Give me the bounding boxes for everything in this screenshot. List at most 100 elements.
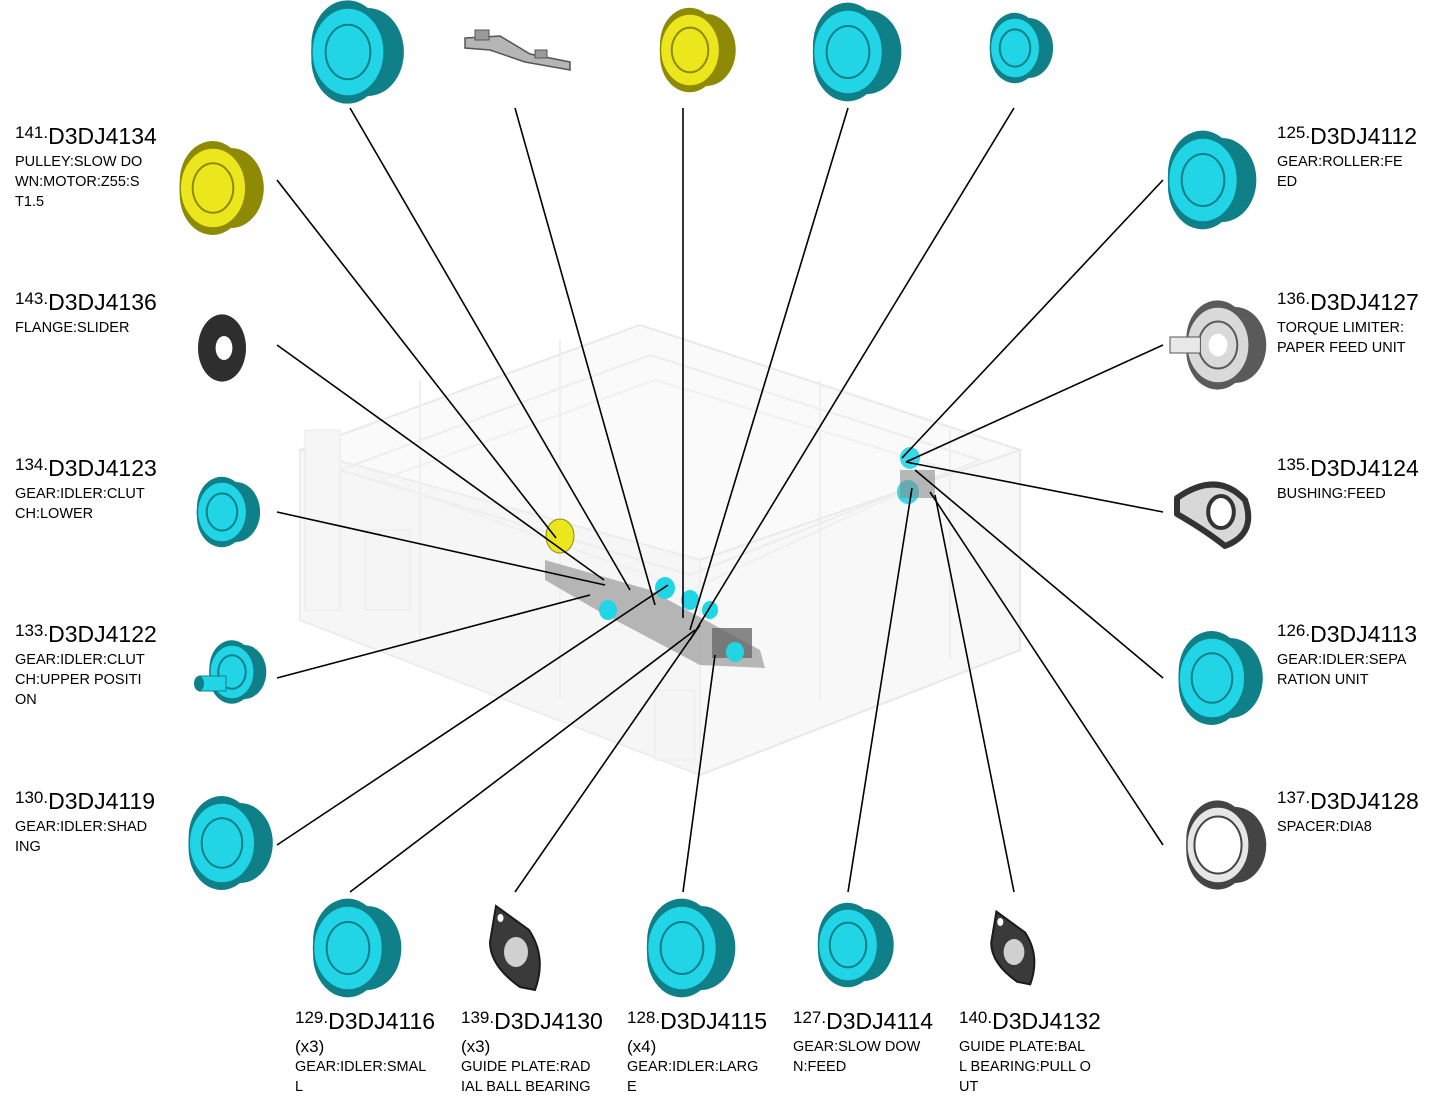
part-code: D3DJ4136	[48, 289, 157, 315]
leader-line	[276, 594, 591, 679]
part-description-line: IAL BALL BEARING	[461, 1079, 591, 1095]
part-heading: 135.D3DJ4124	[1277, 456, 1419, 480]
cyan-gear-icon	[646, 898, 736, 998]
torque-limiter-icon	[1169, 300, 1267, 390]
part-code: D3DJ4128	[1310, 788, 1419, 814]
cyan-gear-icon	[1167, 130, 1257, 230]
part-number: 134.	[15, 455, 49, 474]
part-description-line: CH:LOWER	[15, 506, 94, 522]
leader-line	[276, 344, 605, 581]
part-description: SPACER:DIA8	[1277, 817, 1419, 837]
drive-train-cluster	[545, 447, 935, 668]
paper-feed-unit-assembly	[296, 323, 1024, 777]
part-label-125: 125.D3DJ4112 GEAR:ROLLER:FE ED	[1277, 124, 1417, 192]
part-description-line: GEAR:IDLER:SMAL	[295, 1059, 427, 1075]
part-label-143: 143.D3DJ4136 FLANGE:SLIDER	[15, 290, 157, 338]
part-heading: 125.D3DJ4112	[1277, 124, 1417, 148]
part-description-line: ON	[15, 692, 37, 708]
part-description-line: FLANGE:SLIDER	[15, 320, 130, 336]
part-number: 128.	[627, 1008, 661, 1027]
part-description-line: GEAR:SLOW DOW	[793, 1039, 921, 1055]
part-label-140: 140.D3DJ4132 GUIDE PLATE:BAL L BEARING:PUL…	[959, 1009, 1101, 1097]
part-heading: 139.D3DJ4130	[461, 1009, 603, 1033]
part-description-line: L BEARING:PULL O	[959, 1059, 1091, 1075]
part-label-133: 133.D3DJ4122 GEAR:IDLER:CLUT CH:UPPER POSI…	[15, 622, 157, 710]
part-description-line: GEAR:IDLER:CLUT	[15, 486, 145, 502]
part-number: 126.	[1277, 621, 1311, 640]
part-description: GEAR:IDLER:CLUT CH:LOWER	[15, 484, 157, 524]
part-description-line: ING	[15, 839, 41, 855]
part-heading: 130.D3DJ4119	[15, 789, 155, 813]
metal-bracket-icon	[464, 29, 571, 71]
part-label-139: 139.D3DJ4130 (x3) GUIDE PLATE:RAD IAL BALL …	[461, 1009, 603, 1097]
part-number: 141.	[15, 123, 49, 142]
part-description-line: SPACER:DIA8	[1277, 819, 1372, 835]
leader-line	[276, 511, 606, 586]
part-description-line: GUIDE PLATE:RAD	[461, 1059, 591, 1075]
part-description-line: GEAR:IDLER:SEPA	[1277, 652, 1407, 668]
part-heading: 137.D3DJ4128	[1277, 789, 1419, 813]
part-description: GEAR:SLOW DOW N:FEED	[793, 1037, 933, 1077]
leader-line	[514, 107, 656, 606]
part-description-line: BUSHING:FEED	[1277, 486, 1386, 502]
part-heading: 133.D3DJ4122	[15, 622, 157, 646]
cyan-gear-icon	[812, 2, 902, 102]
leader-line	[689, 107, 849, 631]
leader-line	[905, 344, 1164, 463]
cyan-gear-icon	[188, 796, 273, 890]
part-heading: 143.D3DJ4136	[15, 290, 157, 314]
part-description-line: E	[627, 1079, 637, 1095]
leader-line	[276, 584, 669, 846]
part-description-line: PULLEY:SLOW DO	[15, 154, 143, 170]
part-label-136: 136.D3DJ4127 TORQUE LIMITER: PAPER FEED UN…	[1277, 290, 1419, 358]
cyan-gear-icon	[1178, 631, 1263, 725]
part-description-line: N:FEED	[793, 1059, 847, 1075]
part-number: 130.	[15, 788, 49, 807]
part-number: 129.	[295, 1008, 329, 1027]
part-code: D3DJ4116	[328, 1008, 436, 1034]
part-quantity: (x3)	[295, 1037, 325, 1056]
leader-line	[847, 487, 913, 893]
part-label-128: 128.D3DJ4115 (x4) GEAR:IDLER:LARG E	[627, 1009, 767, 1097]
part-number: 136.	[1277, 289, 1311, 308]
yellow-pulley-icon	[659, 7, 736, 93]
part-code: D3DJ4115	[660, 1008, 768, 1034]
cyan-clutch-gear-icon	[194, 640, 267, 704]
part-description: GUIDE PLATE:BAL L BEARING:PULL O UT	[959, 1037, 1101, 1097]
part-number: 133.	[15, 621, 49, 640]
part-heading: 134.D3DJ4123	[15, 456, 157, 480]
part-description: PULLEY:SLOW DO WN:MOTOR:Z55:S T1.5	[15, 152, 157, 212]
part-quantity: (x3)	[461, 1037, 491, 1056]
part-description-line: GEAR:IDLER:LARG	[627, 1059, 759, 1075]
part-description-line: GUIDE PLATE:BAL	[959, 1039, 1086, 1055]
part-code: D3DJ4132	[992, 1008, 1101, 1034]
part-label-127: 127.D3DJ4114 GEAR:SLOW DOW N:FEED	[793, 1009, 933, 1077]
part-description-line: RATION UNIT	[1277, 672, 1369, 688]
part-heading: 141.D3DJ4134	[15, 124, 157, 148]
part-description-line: GEAR:IDLER:CLUT	[15, 652, 145, 668]
part-description-line: UT	[959, 1079, 979, 1095]
part-description: GEAR:ROLLER:FE ED	[1277, 152, 1417, 192]
part-heading: 140.D3DJ4132	[959, 1009, 1101, 1033]
part-code: D3DJ4112	[1310, 123, 1418, 149]
part-code: D3DJ4124	[1310, 455, 1419, 481]
leader-line	[914, 469, 1164, 679]
leader-line	[514, 624, 701, 893]
part-description: BUSHING:FEED	[1277, 484, 1419, 504]
part-description-line: GEAR:IDLER:SHAD	[15, 819, 148, 835]
cyan-gear-icon	[196, 476, 261, 548]
part-description-line: PAPER FEED UNIT	[1277, 340, 1406, 356]
leader-line	[349, 107, 631, 591]
part-description-line: TORQUE LIMITER:	[1277, 320, 1405, 336]
leader-line	[901, 179, 1164, 459]
part-code: D3DJ4127	[1310, 289, 1419, 315]
part-code: D3DJ4130	[494, 1008, 603, 1034]
part-description: FLANGE:SLIDER	[15, 318, 157, 338]
black-flange-icon	[198, 314, 246, 382]
part-label-141: 141.D3DJ4134 PULLEY:SLOW DO WN:MOTOR:Z55:S…	[15, 124, 157, 212]
part-number: 139.	[461, 1008, 495, 1027]
part-description: GEAR:IDLER:SMAL L	[295, 1057, 435, 1097]
part-description-line: CH:UPPER POSITI	[15, 672, 142, 688]
spacer-ring-icon	[1186, 800, 1267, 890]
